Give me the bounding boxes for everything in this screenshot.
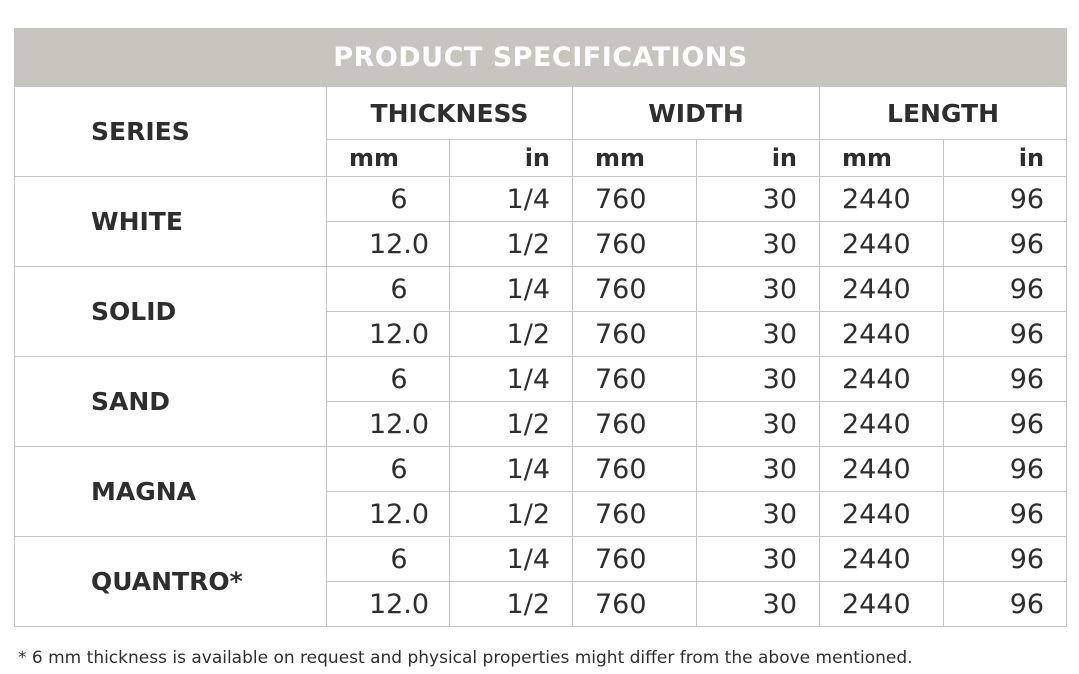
series-name: QUANTRO* [14, 536, 327, 627]
cell: 2440 [819, 536, 944, 582]
title-row: PRODUCT SPECIFICATIONS [13, 28, 1068, 87]
cell: 1/2 [449, 581, 573, 627]
cell: 6 [326, 446, 450, 492]
cell: 760 [572, 176, 697, 222]
unit-header: mm [572, 139, 697, 177]
cell: 2440 [819, 266, 944, 312]
series-name: SOLID [14, 266, 327, 357]
cell: 760 [572, 446, 697, 492]
data-row: 12.0 1/2 760 30 2440 96 [15, 221, 1068, 267]
data-row: 12.0 1/2 760 30 2440 96 [15, 401, 1068, 447]
unit-header: in [449, 139, 573, 177]
cell: 1/2 [449, 221, 573, 267]
cell: 12.0 [326, 491, 450, 537]
cell: 760 [572, 221, 697, 267]
cell: 1/2 [449, 491, 573, 537]
unit-header: mm [326, 139, 450, 177]
cell: 96 [942, 491, 1068, 537]
cell: 1/4 [449, 536, 573, 582]
cell: 96 [942, 176, 1068, 222]
cell: 30 [696, 176, 820, 222]
data-row: SOLID 6 1/4 760 30 2440 96 [14, 266, 1068, 357]
cell: 96 [942, 311, 1068, 357]
cell: 2440 [819, 356, 944, 402]
cell: 1/2 [449, 311, 573, 357]
cell: 6 [326, 176, 450, 222]
cell: 96 [942, 221, 1068, 267]
cell: 760 [572, 401, 697, 447]
cell: 30 [696, 266, 820, 312]
cell: 1/4 [449, 446, 573, 492]
unit-header: in [942, 139, 1068, 177]
cell: 96 [942, 446, 1068, 492]
cell: 2440 [819, 176, 944, 222]
group-header: THICKNESS [326, 86, 573, 140]
cell: 6 [326, 356, 450, 402]
cell: 1/4 [449, 176, 573, 222]
series-name: WHITE [14, 176, 327, 267]
cell: 1/2 [449, 401, 573, 447]
cell: 2440 [819, 491, 944, 537]
cell: 96 [942, 401, 1068, 447]
spec-table: PRODUCT SPECIFICATIONS SERIES THICKNESS WID… [13, 28, 1068, 627]
cell: 2440 [819, 581, 944, 627]
cell: 12.0 [326, 581, 450, 627]
cell: 30 [696, 401, 820, 447]
data-row: 12.0 1/2 760 30 2440 96 [15, 581, 1068, 627]
cell: 760 [572, 581, 697, 627]
cell: 2440 [819, 446, 944, 492]
cell: 760 [572, 536, 697, 582]
cell: 2440 [819, 311, 944, 357]
cell: 760 [572, 356, 697, 402]
cell: 6 [326, 266, 450, 312]
cell: 30 [696, 221, 820, 267]
series-name: MAGNA [14, 446, 327, 537]
data-row: 12.0 1/2 760 30 2440 96 [15, 491, 1068, 537]
cell: 2440 [819, 221, 944, 267]
cell: 30 [696, 491, 820, 537]
cell: 12.0 [326, 401, 450, 447]
cell: 1/4 [449, 356, 573, 402]
cell: 6 [326, 536, 450, 582]
data-row: MAGNA 6 1/4 760 30 2440 96 [14, 446, 1068, 537]
group-header: LENGTH [818, 86, 1068, 140]
cell: 2440 [819, 401, 944, 447]
cell: 30 [696, 581, 820, 627]
data-row: SAND 6 1/4 760 30 2440 96 [14, 356, 1068, 447]
series-name: SAND [14, 356, 327, 447]
cell: 96 [942, 356, 1068, 402]
cell: 30 [696, 311, 820, 357]
series-header: SERIES [14, 86, 327, 177]
cell: 30 [696, 356, 820, 402]
data-row: WHITE 6 1/4 760 30 2440 96 [14, 176, 1068, 267]
cell: 1/4 [449, 266, 573, 312]
cell: 96 [942, 581, 1068, 627]
cell: 760 [572, 491, 697, 537]
footnote: * 6 mm thickness is available on request… [18, 648, 913, 668]
cell: 30 [696, 446, 820, 492]
cell: 760 [572, 266, 697, 312]
group-header: WIDTH [572, 86, 820, 140]
spec-table-wrap: PRODUCT SPECIFICATIONS SERIES THICKNESS WID… [13, 28, 1068, 627]
unit-header: mm [819, 139, 944, 177]
cell: 760 [572, 311, 697, 357]
cell: 96 [942, 266, 1068, 312]
cell: 12.0 [326, 221, 450, 267]
cell: 12.0 [326, 311, 450, 357]
data-row: QUANTRO* 6 1/4 760 30 2440 96 [14, 536, 1068, 627]
cell: 30 [696, 536, 820, 582]
table-title: PRODUCT SPECIFICATIONS [13, 28, 1068, 87]
cell: 96 [942, 536, 1068, 582]
data-row: 12.0 1/2 760 30 2440 96 [15, 311, 1068, 357]
header-row: SERIES THICKNESS WIDTH LENGTH [14, 86, 1068, 177]
unit-header: in [696, 139, 820, 177]
